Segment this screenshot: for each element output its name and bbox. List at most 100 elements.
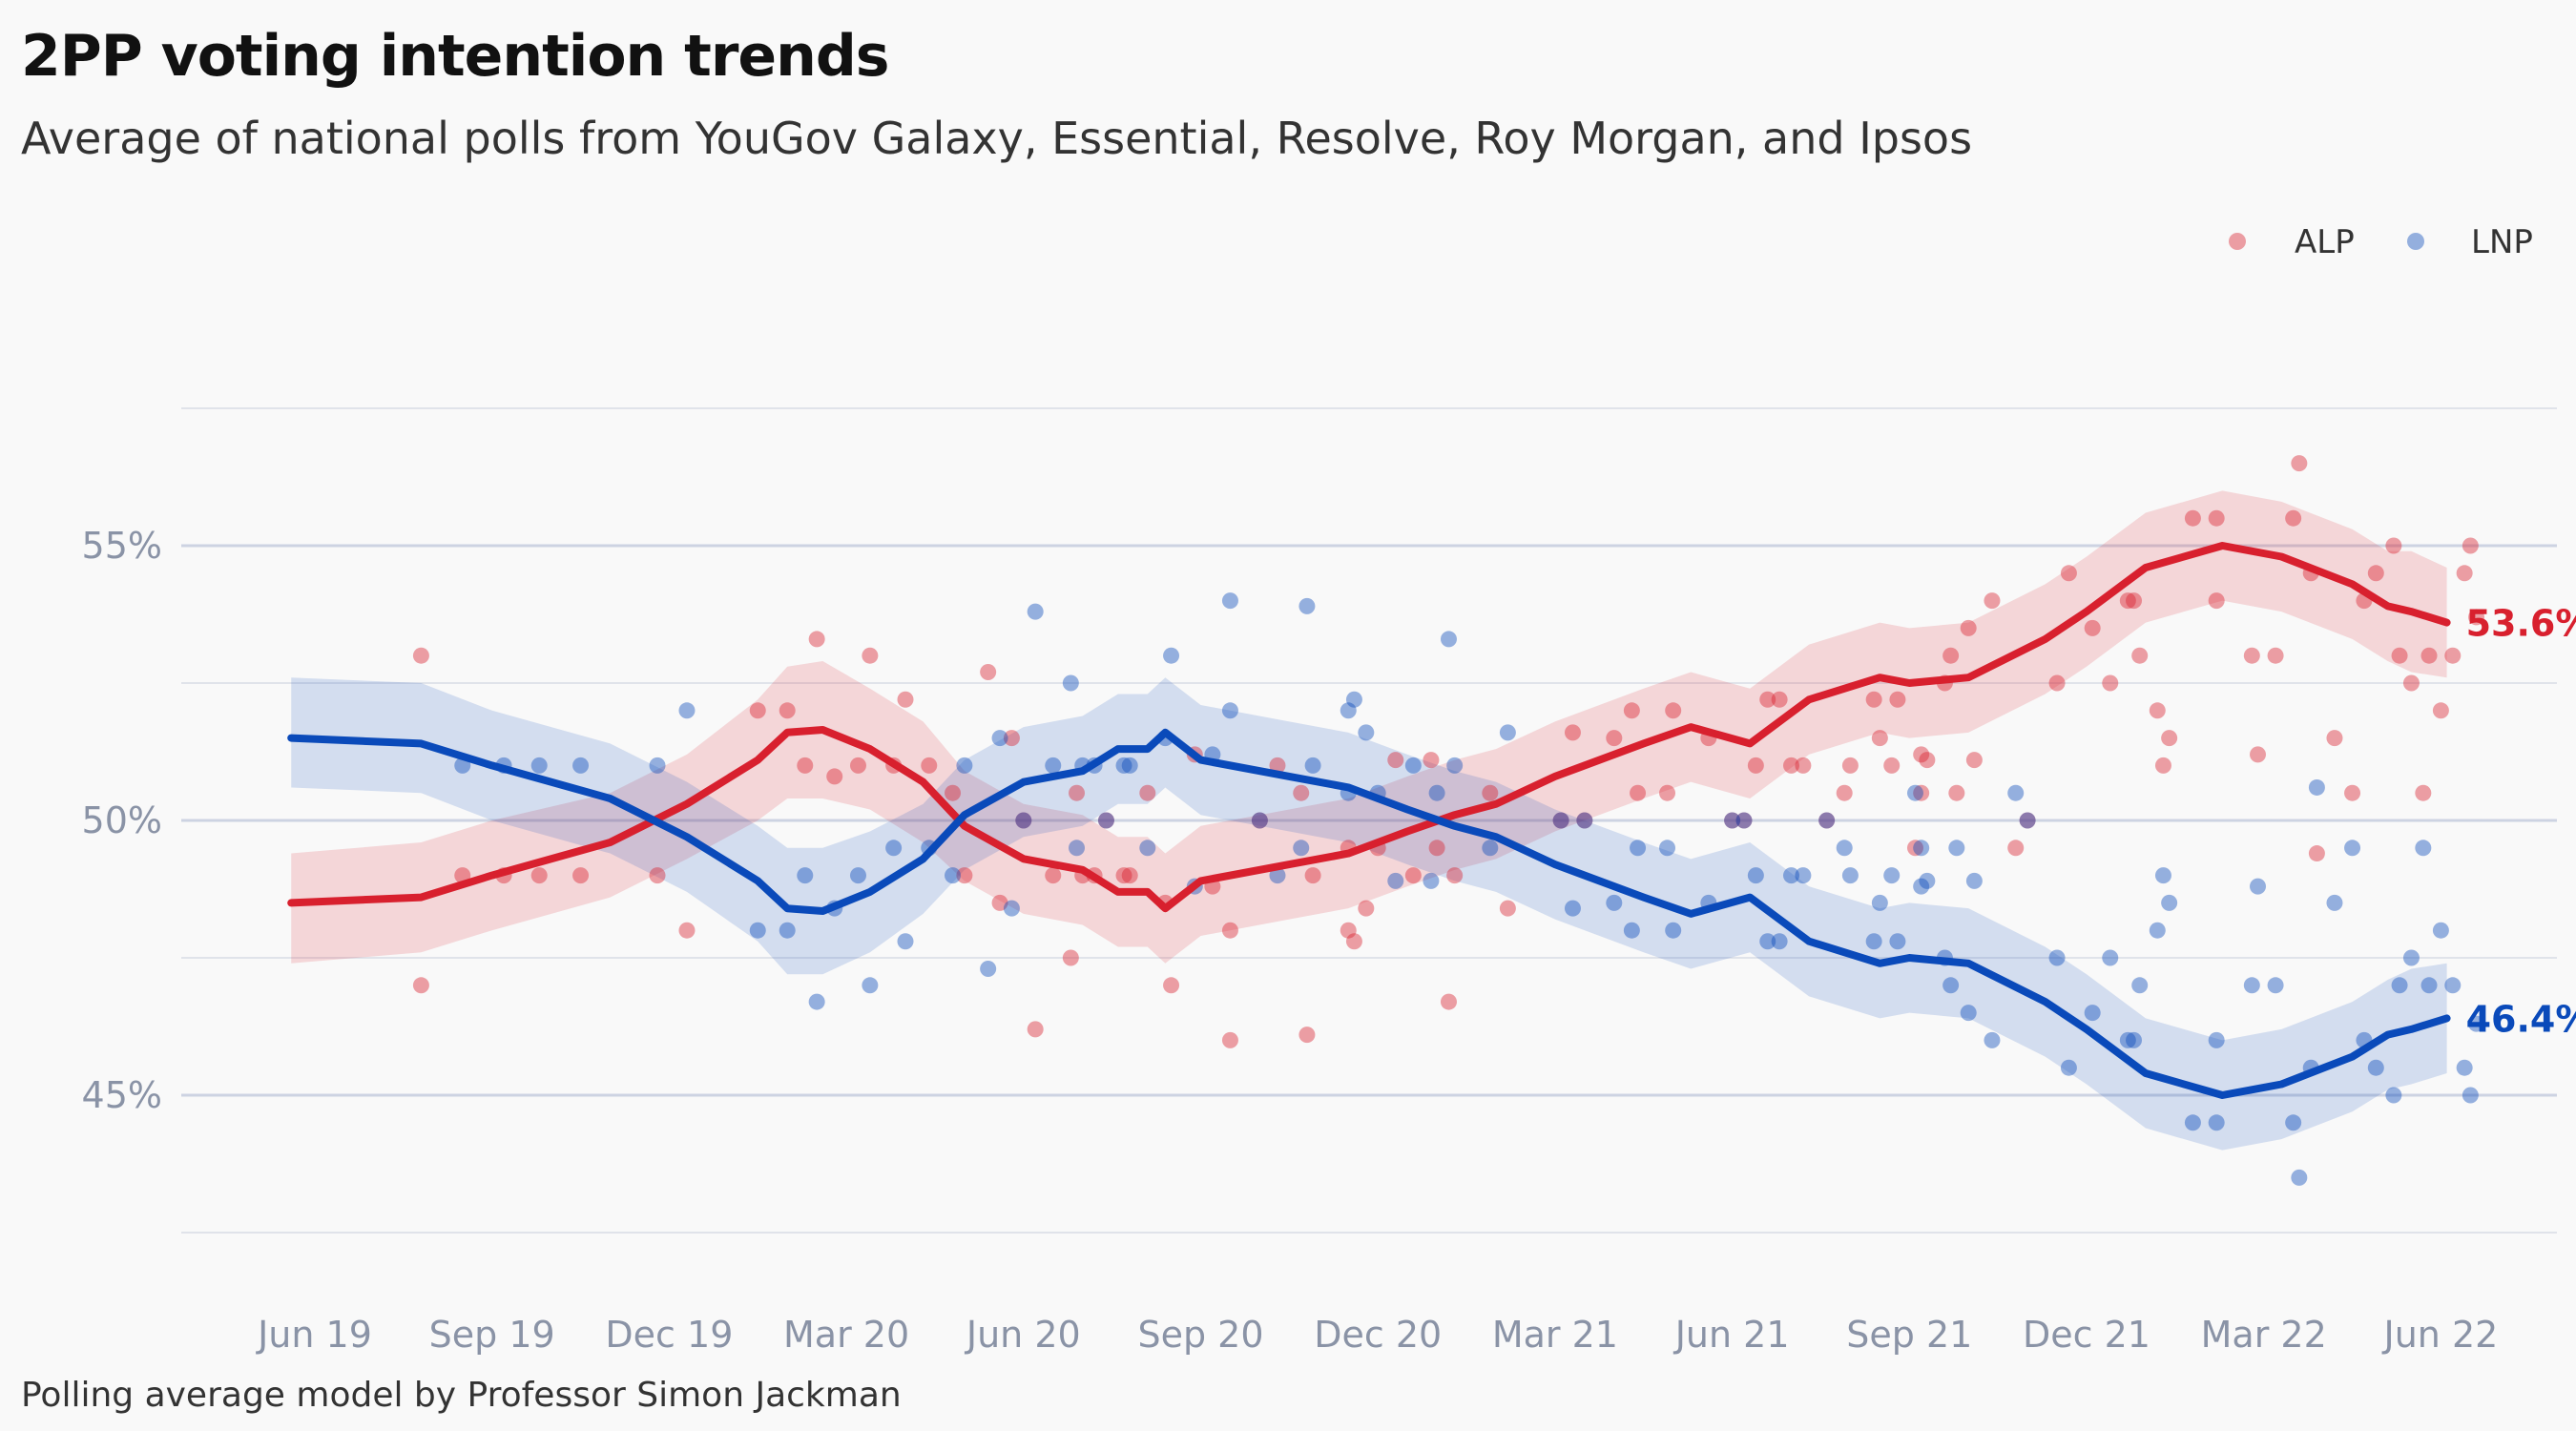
poll-point-lnp (2184, 1114, 2201, 1131)
poll-point-alp (2060, 565, 2077, 582)
poll-point-alp (1818, 812, 1836, 829)
poll-point-alp (1883, 757, 1901, 774)
poll-point-alp (1446, 867, 1464, 884)
poll-point-alp (2291, 455, 2308, 472)
poll-point-lnp (1783, 867, 1799, 884)
chart-footer: Polling average model by Professor Simon… (21, 1376, 902, 1415)
poll-point-lnp (1428, 784, 1445, 801)
poll-point-lnp (2344, 840, 2361, 857)
poll-point-alp (1340, 922, 1357, 939)
poll-point-lnp (2462, 1087, 2479, 1104)
poll-point-lnp (2444, 977, 2462, 994)
poll-point-alp (1045, 867, 1062, 884)
poll-point-lnp (1293, 840, 1310, 857)
poll-point-alp (2243, 647, 2260, 664)
poll-point-lnp (1771, 933, 1788, 950)
poll-point-lnp (1942, 977, 1960, 994)
poll-point-alp (572, 867, 590, 884)
poll-point-alp (2208, 592, 2225, 610)
poll-point-alp (2102, 674, 2119, 692)
poll-point-lnp (2208, 1114, 2225, 1131)
x-tick-label: Sep 20 (1137, 1314, 1263, 1356)
poll-point-lnp (2456, 1059, 2473, 1076)
poll-point-lnp (885, 840, 903, 857)
poll-point-lnp (2402, 949, 2420, 966)
trend-line-alp (287, 542, 2451, 913)
poll-point-lnp (1097, 812, 1114, 829)
poll-point-lnp (1724, 812, 1741, 829)
poll-point-alp (1960, 619, 1977, 636)
legend-marker-lnp (2407, 233, 2424, 250)
poll-point-alp (2184, 509, 2201, 527)
poll-point-lnp (1747, 867, 1764, 884)
poll-point-lnp (2267, 977, 2284, 994)
poll-point-alp (1759, 691, 1776, 708)
poll-point-lnp (1965, 872, 1983, 889)
poll-point-lnp (1948, 840, 1965, 857)
poll-point-alp (1665, 702, 1682, 719)
poll-point-lnp (2250, 878, 2267, 895)
poll-point-alp (1889, 691, 1906, 708)
poll-point-lnp (2391, 977, 2408, 994)
poll-point-lnp (1984, 1031, 2001, 1048)
poll-point-alp (1345, 933, 1362, 950)
poll-point-alp (530, 867, 548, 884)
poll-point-alp (2161, 730, 2178, 747)
trend-line-lnp (287, 728, 2451, 1099)
poll-point-alp (1630, 784, 1647, 801)
end-labels: 53.6% 46.4% (2466, 603, 2576, 1041)
poll-point-alp (2048, 674, 2066, 692)
poll-point-alp (897, 691, 914, 708)
poll-point-alp (2444, 647, 2462, 664)
poll-point-alp (2250, 746, 2267, 763)
poll-point-alp (2420, 647, 2438, 664)
poll-point-alp (1251, 812, 1268, 829)
poll-point-lnp (1883, 867, 1901, 884)
poll-point-lnp (956, 757, 973, 774)
poll-point-lnp (1304, 757, 1321, 774)
poll-point-alp (1027, 1021, 1044, 1038)
poll-point-alp (2308, 845, 2325, 862)
poll-point-lnp (2149, 922, 2166, 939)
poll-point-lnp (2308, 778, 2325, 796)
poll-point-alp (1576, 812, 1593, 829)
poll-point-alp (1358, 900, 1375, 917)
poll-point-lnp (1865, 933, 1882, 950)
poll-point-alp (2385, 537, 2402, 554)
poll-point-alp (1871, 730, 1888, 747)
poll-point-lnp (1913, 878, 1930, 895)
poll-point-lnp (1659, 840, 1676, 857)
poll-point-alp (808, 631, 825, 648)
end-label-alp: 53.6% (2466, 603, 2576, 645)
poll-point-lnp (2415, 840, 2432, 857)
poll-point-lnp (1115, 757, 1132, 774)
poll-point-lnp (1387, 872, 1404, 889)
poll-point-lnp (1269, 867, 1286, 884)
poll-point-alp (412, 647, 429, 664)
poll-point-alp (2267, 647, 2284, 664)
poll-point-alp (1069, 784, 1086, 801)
poll-point-alp (1942, 647, 1960, 664)
poll-point-lnp (1423, 872, 1440, 889)
poll-point-lnp (1062, 674, 1079, 692)
poll-point-lnp (1163, 647, 1180, 664)
poll-point-alp (1062, 949, 1079, 966)
poll-point-alp (1139, 784, 1156, 801)
poll-point-lnp (749, 922, 766, 939)
poll-point-alp (2456, 565, 2473, 582)
poll-point-lnp (1027, 603, 1044, 620)
poll-point-lnp (1606, 894, 1623, 911)
poll-point-lnp (2326, 894, 2343, 911)
poll-point-alp (1423, 752, 1440, 769)
poll-point-lnp (1139, 840, 1156, 857)
poll-point-alp (749, 702, 766, 719)
poll-point-alp (1724, 812, 1741, 829)
poll-point-alp (1387, 752, 1404, 769)
poll-point-lnp (1069, 840, 1086, 857)
poll-point-lnp (572, 757, 590, 774)
poll-point-alp (1659, 784, 1676, 801)
x-tick-label: Mar 22 (2201, 1314, 2327, 1356)
poll-point-lnp (2243, 977, 2260, 994)
poll-point-alp (849, 757, 866, 774)
poll-point-lnp (1552, 812, 1569, 829)
